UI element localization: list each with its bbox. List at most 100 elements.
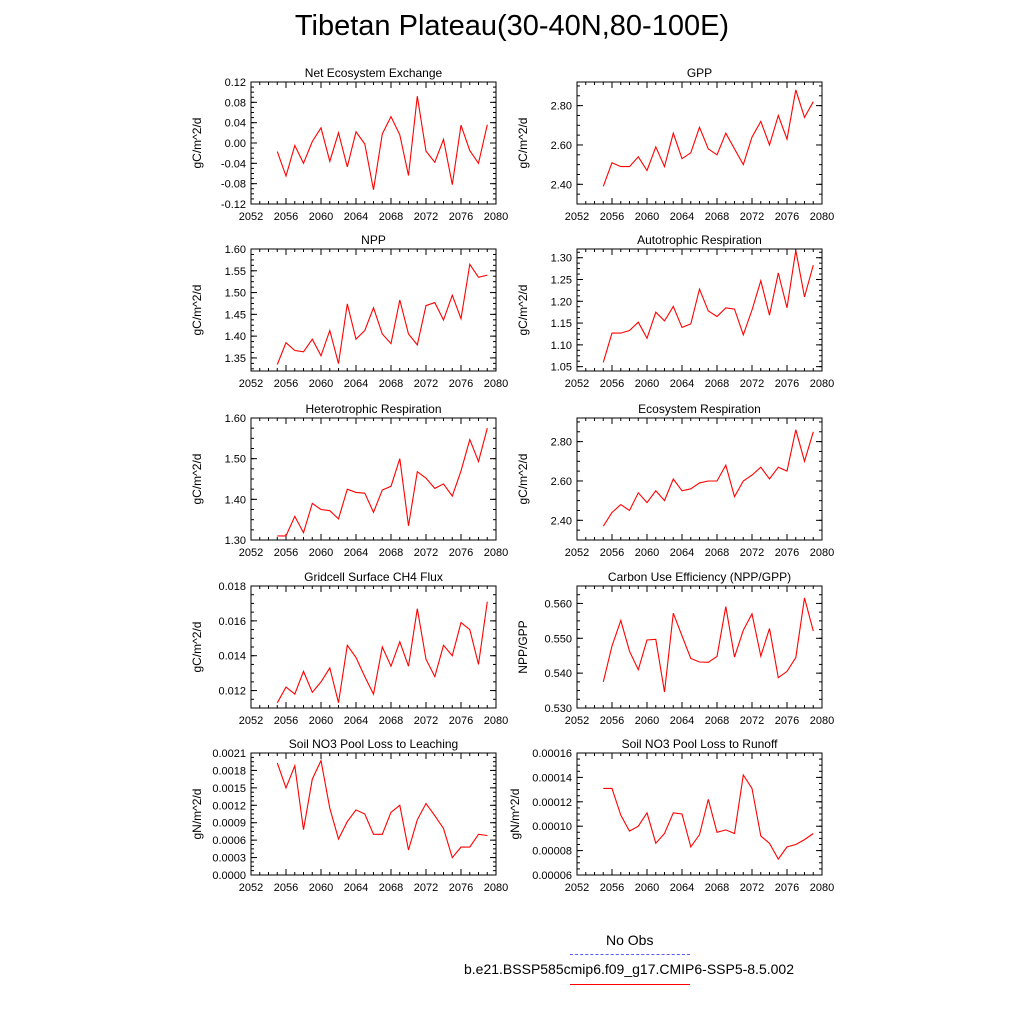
y-tick-label: 1.30 — [551, 253, 572, 265]
y-tick-label: 0.0012 — [212, 800, 246, 812]
y-tick-label: 1.40 — [225, 331, 246, 343]
chart-panel-7: Gridcell Surface CH4 Flux 2052 2056 2060 206… — [190, 570, 508, 727]
x-tick-label: 2064 — [670, 882, 694, 894]
y-tick-label: 0.016 — [218, 616, 246, 628]
panel-title: Ecosystem Respiration — [638, 402, 761, 416]
x-tick-label: 2076 — [775, 378, 799, 390]
x-tick-label: 2072 — [740, 378, 764, 390]
x-tick-label: 2052 — [239, 715, 263, 727]
y-tick-label: 0.0000 — [212, 870, 246, 882]
legend-label-no-obs: No Obs — [606, 932, 654, 948]
series-line — [276, 758, 488, 859]
x-tick-label: 2060 — [309, 378, 333, 390]
x-tick-label: 2068 — [705, 547, 729, 559]
y-tick-label: 1.35 — [225, 353, 246, 365]
x-tick-label: 2076 — [449, 882, 473, 894]
y-tick-label: 1.40 — [225, 494, 246, 506]
x-tick-label: 2076 — [775, 882, 799, 894]
x-tick-label: 2056 — [600, 378, 624, 390]
x-tick-label: 2068 — [379, 378, 403, 390]
legend-line-no-obs — [570, 954, 690, 955]
x-tick-label: 2056 — [274, 378, 298, 390]
x-tick-label: 2064 — [344, 211, 368, 223]
chart-panel-10: Soil NO3 Pool Loss to Runoff 2052 2056 2060… — [508, 737, 834, 894]
chart-panel-2: GPP 2052 2056 2060 2064 2068 2072 2076 2080 2.40 2… — [516, 66, 834, 223]
y-tick-label: 0.550 — [544, 633, 572, 645]
y-tick-label: 0.0003 — [212, 853, 246, 865]
x-tick-label: 2060 — [309, 211, 333, 223]
x-tick-label: 2068 — [705, 715, 729, 727]
y-tick-label: 0.00012 — [532, 797, 572, 809]
y-axis-label: gC/m^2/d — [516, 285, 530, 336]
x-tick-label: 2076 — [449, 211, 473, 223]
y-tick-label: 0.018 — [218, 581, 246, 593]
x-tick-label: 2056 — [274, 547, 298, 559]
panel-title: Soil NO3 Pool Loss to Runoff — [622, 737, 779, 751]
y-tick-label: 2.40 — [551, 515, 572, 527]
x-tick-label: 2064 — [344, 882, 368, 894]
panel-title: NPP — [361, 233, 386, 247]
series-line — [603, 773, 814, 861]
y-tick-label: 1.05 — [551, 362, 572, 374]
y-tick-label: 2.60 — [551, 140, 572, 152]
series-line — [276, 96, 488, 190]
panel-title: Soil NO3 Pool Loss to Leaching — [289, 737, 458, 751]
x-tick-label: 2072 — [740, 882, 764, 894]
x-tick-label: 2064 — [344, 547, 368, 559]
y-tick-label: 1.50 — [225, 288, 246, 300]
plot-frame — [576, 417, 823, 541]
x-tick-label: 2052 — [565, 547, 589, 559]
panel-title: Heterotrophic Respiration — [305, 402, 441, 416]
x-tick-label: 2056 — [600, 211, 624, 223]
plot-frame — [576, 585, 823, 709]
x-tick-label: 2060 — [309, 715, 333, 727]
y-tick-label: 0.12 — [225, 77, 246, 89]
y-axis-label: gC/m^2/d — [190, 118, 204, 169]
panel-title: Gridcell Surface CH4 Flux — [304, 570, 443, 584]
x-tick-label: 2076 — [775, 715, 799, 727]
chart-panel-6: Ecosystem Respiration 2052 2056 2060 2064 206… — [516, 402, 834, 559]
y-tick-label: 1.60 — [225, 413, 246, 425]
x-tick-label: 2080 — [810, 211, 834, 223]
x-tick-label: 2052 — [565, 715, 589, 727]
y-tick-label: 0.0009 — [212, 818, 246, 830]
series-line — [276, 262, 488, 365]
x-tick-label: 2068 — [379, 211, 403, 223]
legend-line-model — [570, 984, 690, 985]
chart-panel-4: Autotrophic Respiration 2052 2056 2060 2064 2… — [516, 233, 834, 390]
x-tick-label: 2060 — [635, 547, 659, 559]
y-tick-label: 0.00014 — [532, 772, 572, 784]
x-tick-label: 2052 — [239, 547, 263, 559]
x-tick-label: 2072 — [740, 547, 764, 559]
y-tick-label: -0.12 — [221, 199, 246, 211]
y-tick-label: 0.08 — [225, 97, 246, 109]
y-axis-label: gN/m^2/d — [508, 789, 522, 840]
y-axis-label: gN/m^2/d — [190, 789, 204, 840]
x-tick-label: 2060 — [635, 715, 659, 727]
y-tick-label: 1.60 — [225, 244, 246, 256]
x-tick-label: 2076 — [449, 715, 473, 727]
x-tick-label: 2052 — [239, 882, 263, 894]
x-tick-label: 2056 — [600, 547, 624, 559]
y-tick-label: 1.45 — [225, 309, 246, 321]
series-line — [602, 597, 814, 693]
y-axis-label: gC/m^2/d — [190, 622, 204, 673]
y-tick-label: 2.80 — [551, 437, 572, 449]
series-line — [602, 250, 814, 363]
x-tick-label: 2064 — [670, 715, 694, 727]
x-tick-label: 2068 — [705, 211, 729, 223]
y-tick-label: -0.04 — [221, 158, 246, 170]
x-tick-label: 2056 — [600, 715, 624, 727]
x-tick-label: 2080 — [484, 715, 508, 727]
x-tick-label: 2056 — [274, 882, 298, 894]
y-tick-label: -0.08 — [221, 179, 246, 191]
y-tick-label: 2.40 — [551, 179, 572, 191]
page-title: Tibetan Plateau(30-40N,80-100E) — [294, 10, 730, 42]
x-tick-label: 2068 — [379, 547, 403, 559]
x-tick-label: 2060 — [635, 211, 659, 223]
panel-title: Carbon Use Efficiency (NPP/GPP) — [608, 570, 791, 584]
x-tick-label: 2064 — [670, 211, 694, 223]
y-tick-label: 0.012 — [218, 686, 246, 698]
x-tick-label: 2064 — [344, 378, 368, 390]
